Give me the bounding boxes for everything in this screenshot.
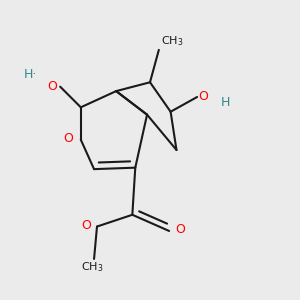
Text: O: O xyxy=(64,132,74,145)
Text: O: O xyxy=(199,91,208,103)
Text: O: O xyxy=(47,80,57,93)
Text: O: O xyxy=(176,223,185,236)
Text: O: O xyxy=(81,219,91,232)
Text: H: H xyxy=(221,96,230,110)
Text: H·: H· xyxy=(23,68,37,80)
Text: CH$_3$: CH$_3$ xyxy=(81,260,104,274)
Text: CH$_3$: CH$_3$ xyxy=(161,34,184,47)
